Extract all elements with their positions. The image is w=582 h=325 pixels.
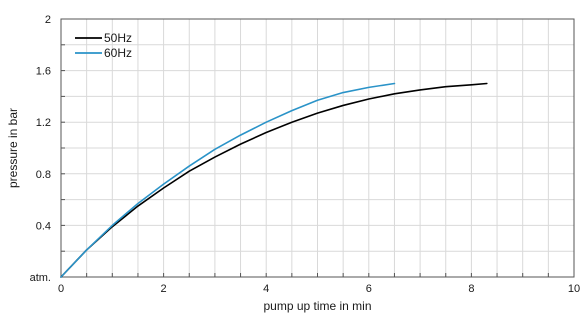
y-tick-label: 2 — [45, 14, 51, 26]
legend-item-60hz: 60Hz — [75, 46, 132, 60]
x-tick-label: 6 — [366, 283, 372, 295]
y-tick-label: 0.4 — [36, 220, 51, 232]
y-axis-label: pressure in bar — [6, 108, 20, 188]
y-tick-label: atm. — [30, 272, 51, 284]
x-tick-label: 10 — [568, 283, 580, 295]
x-tick-label: 0 — [58, 283, 64, 295]
axes: 0 2 4 6 8 10 atm. 0.4 0.8 1.2 1.6 2 — [30, 14, 581, 295]
grid — [60, 18, 575, 278]
legend-item-50hz: 50Hz — [75, 31, 132, 45]
x-tick-label: 8 — [468, 283, 474, 295]
y-tick-label: 1.6 — [36, 66, 51, 78]
series-lines — [60, 82, 488, 278]
y-tick-label: 1.2 — [36, 117, 51, 129]
x-tick-label: 2 — [161, 283, 167, 295]
series-line-60hz — [60, 82, 396, 278]
x-axis-label: pump up time in min — [263, 299, 371, 313]
legend-label: 60Hz — [104, 46, 132, 60]
y-tick-label: 0.8 — [36, 169, 51, 181]
legend-label: 50Hz — [104, 31, 132, 45]
series-line-50hz — [60, 82, 488, 278]
x-tick-label: 4 — [263, 283, 269, 295]
